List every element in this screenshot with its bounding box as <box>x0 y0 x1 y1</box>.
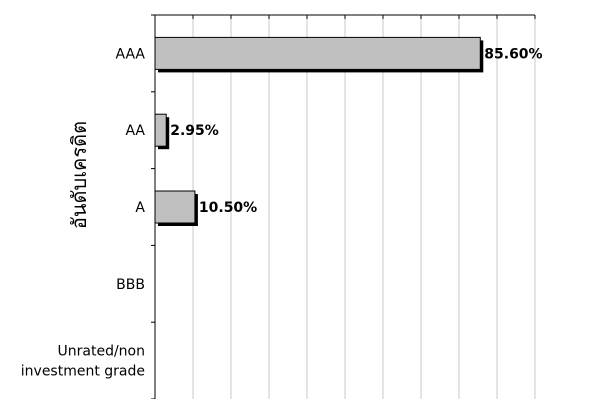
category-label: A <box>135 200 145 216</box>
axes <box>151 14 536 399</box>
bar <box>154 113 167 147</box>
data-label: 10.50% <box>199 200 257 216</box>
data-label: 2.95% <box>170 123 219 139</box>
y-axis-title: อันดับเครดิต <box>67 121 91 229</box>
category-label: BBB <box>116 277 145 293</box>
bar <box>154 36 481 70</box>
data-label: 85.60% <box>484 46 542 62</box>
labels: AAA 85.60% AA 2.95% A 10.50% BBB Unrated/non inv… <box>21 46 543 379</box>
bar <box>154 190 196 224</box>
category-label: Unrated/non investment grade <box>21 344 145 380</box>
category-label: AAA <box>115 46 145 62</box>
gridlines <box>192 15 536 399</box>
bars <box>154 36 484 226</box>
category-label: AA <box>125 123 145 139</box>
